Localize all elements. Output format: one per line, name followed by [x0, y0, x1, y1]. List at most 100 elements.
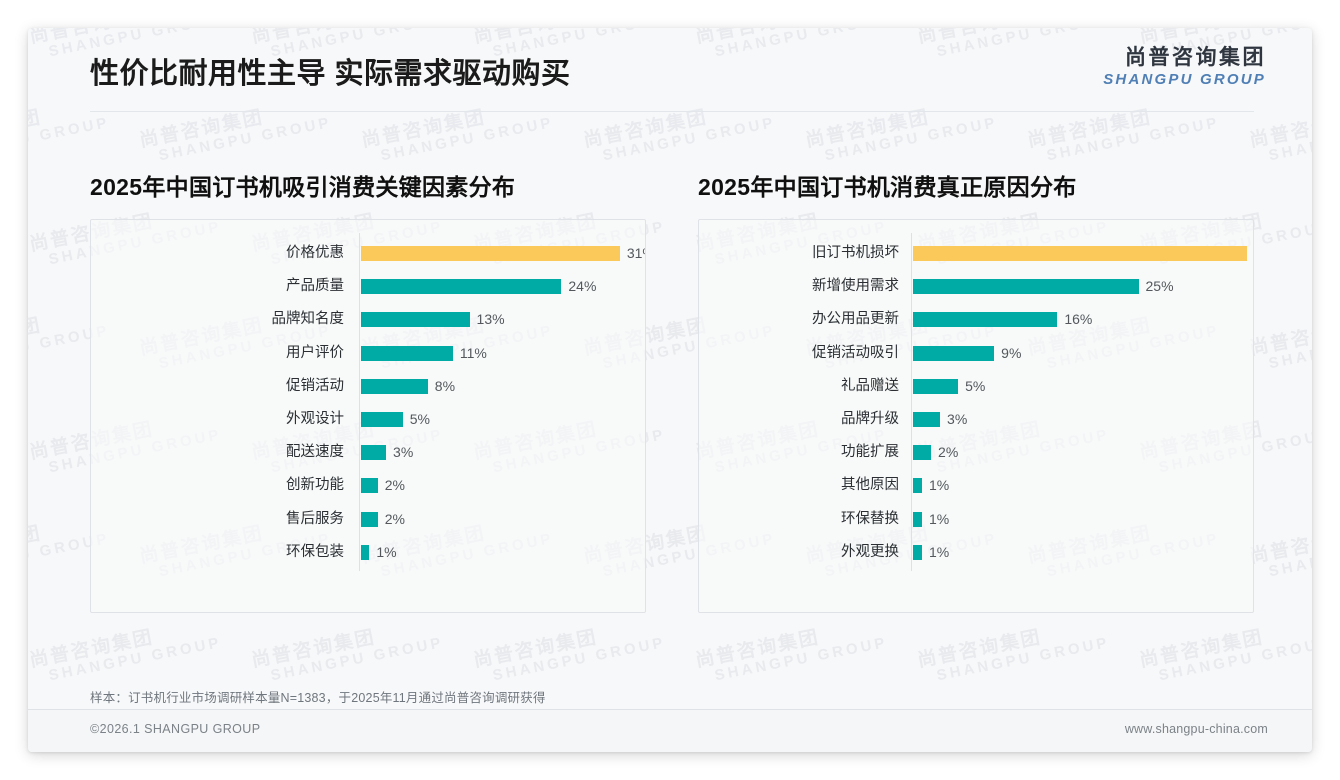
- bar-segment: [361, 246, 620, 261]
- chart-axis-line: [359, 233, 360, 571]
- slide-header: 性价比耐用性主导 实际需求驱动购买 尚普咨询集团 SHANGPU GROUP: [28, 28, 1312, 112]
- brand-logo: 尚普咨询集团 SHANGPU GROUP: [1103, 46, 1266, 89]
- bar-value-label: 2%: [384, 510, 405, 527]
- sample-footnote: 样本：订书机行业市场调研样本量N=1383，于2025年11月通过尚普咨询调研获…: [90, 691, 546, 705]
- chart-area-left: 价格优惠 31% 产品质量 24% 品牌知名度 13% 用户评价 11% 促销活动 8% 外观设计 5…: [90, 219, 646, 613]
- chart-axis-line: [911, 233, 912, 571]
- chart-title-left: 2025年中国订书机吸引消费关键因素分布: [90, 174, 516, 200]
- chart-panel-left: 2025年中国订书机吸引消费关键因素分布 价格优惠 31% 产品质量 24% 品牌知名度…: [90, 168, 646, 613]
- chart-title-right: 2025年中国订书机消费真正原因分布: [698, 174, 1077, 200]
- chart-bar-row: 其他原因 1%: [699, 469, 1253, 502]
- bar-value-label: 1%: [929, 510, 950, 527]
- chart-area-right: 旧订书机损坏37% 新增使用需求 25% 办公用品更新 16% 促销活动吸引 9% 礼品赠送 5…: [698, 219, 1254, 613]
- bar-value-label: 5%: [965, 377, 986, 394]
- bar-category-label: 价格优惠: [286, 245, 344, 261]
- bar-value-label: 13%: [476, 311, 505, 328]
- bar-category-label: 礼品赠送: [841, 377, 899, 394]
- bar-value-label: 2%: [384, 477, 405, 494]
- bar-segment: [361, 445, 387, 461]
- logo-english-text: SHANGPU GROUP: [1103, 71, 1266, 89]
- bar-value-label: 16%: [1064, 311, 1093, 328]
- bar-value-label: 3%: [393, 444, 414, 461]
- bar-category-label: 促销活动: [286, 377, 344, 394]
- bar-value-label: 2%: [938, 444, 959, 461]
- bar-segment: [361, 312, 470, 328]
- chart-bar-row: 环保替换 1%: [699, 503, 1253, 536]
- bar-segment: [361, 478, 378, 494]
- page-title: 性价比耐用性主导 实际需求驱动购买: [90, 58, 571, 90]
- bar-category-label: 旧订书机损坏: [812, 245, 899, 261]
- chart-bar-row: 外观更换 1%: [699, 536, 1253, 569]
- bar-value-label: 1%: [929, 543, 950, 560]
- chart-bar-row: 办公用品更新 16%: [699, 303, 1253, 336]
- bar-category-label: 品牌知名度: [271, 311, 345, 328]
- bar-category-label: 外观更换: [841, 543, 899, 560]
- bar-category-label: 功能扩展: [841, 444, 899, 461]
- bar-value-label: 9%: [1001, 344, 1022, 361]
- bar-category-label: 售后服务: [286, 510, 344, 527]
- bar-value-label: 24%: [568, 278, 597, 295]
- bar-category-label: 配送速度: [286, 444, 344, 461]
- bar-segment: [361, 544, 370, 560]
- bar-category-label: 其他原因: [841, 477, 899, 494]
- chart-bar-row: 礼品赠送 5%: [699, 370, 1253, 403]
- bar-category-label: 新增使用需求: [812, 278, 899, 295]
- bar-category-label: 办公用品更新: [812, 311, 899, 328]
- bar-segment: [361, 279, 562, 295]
- chart-bar-row: 功能扩展 2%: [699, 436, 1253, 469]
- bar-segment: [361, 345, 453, 361]
- bar-category-label: 环保替换: [841, 510, 899, 527]
- bar-segment: [913, 246, 1247, 261]
- chart-bar-row: 创新功能 2%: [91, 469, 645, 502]
- bar-category-label: 创新功能: [286, 477, 344, 494]
- chart-bar-row: 配送速度 3%: [91, 436, 645, 469]
- bar-segment: [913, 412, 941, 427]
- chart-panel-right: 2025年中国订书机消费真正原因分布 旧订书机损坏37% 新增使用需求 25% 办公用…: [698, 168, 1254, 613]
- chart-bar-row: 促销活动吸引 9%: [699, 337, 1253, 370]
- bar-segment: [913, 312, 1058, 328]
- copyright-text: ©2026.1 SHANGPU GROUP: [90, 722, 261, 736]
- bar-value-label: 8%: [434, 377, 456, 394]
- bar-value-label: 11%: [459, 344, 487, 361]
- bar-segment: [361, 378, 428, 394]
- chart-bar-row: 旧订书机损坏37%: [699, 237, 1253, 270]
- bar-segment: [913, 478, 923, 494]
- bar-category-label: 品牌升级: [841, 411, 899, 427]
- bar-segment: [913, 279, 1139, 295]
- bar-category-label: 用户评价: [286, 344, 344, 361]
- chart-bar-row: 品牌升级 3%: [699, 403, 1253, 436]
- bar-segment: [913, 378, 959, 394]
- chart-bar-row: 外观设计 5%: [91, 403, 645, 436]
- bar-segment: [913, 345, 995, 361]
- website-link[interactable]: www.shangpu-china.com: [1124, 722, 1268, 736]
- bar-segment: [361, 511, 378, 527]
- header-divider: [90, 111, 1254, 112]
- chart-bar-row: 促销活动 8%: [91, 370, 645, 403]
- chart-bar-row: 环保包装 1%: [91, 536, 645, 569]
- bar-segment: [913, 511, 923, 527]
- chart-bar-row: 用户评价 11%: [91, 337, 645, 370]
- bar-category-label: 环保包装: [286, 543, 344, 560]
- logo-chinese-text: 尚普咨询集团: [1125, 46, 1266, 69]
- chart-bar-row: 产品质量 24%: [91, 270, 645, 303]
- chart-bar-row: 价格优惠 31%: [91, 237, 645, 270]
- chart-bar-row: 品牌知名度 13%: [91, 303, 645, 336]
- slide-footer: ©2026.1 SHANGPU GROUP www.shangpu-china.…: [28, 710, 1312, 752]
- bar-segment: [361, 412, 403, 427]
- bar-value-label: 31%: [626, 245, 645, 261]
- chart-bar-row: 新增使用需求 25%: [699, 270, 1253, 303]
- bar-value-label: 1%: [929, 477, 950, 494]
- bar-segment: [913, 445, 932, 461]
- chart-bar-row: 售后服务 2%: [91, 503, 645, 536]
- bar-value-label: 3%: [947, 411, 968, 427]
- bar-category-label: 促销活动吸引: [812, 344, 899, 361]
- bar-value-label: 25%: [1145, 278, 1174, 295]
